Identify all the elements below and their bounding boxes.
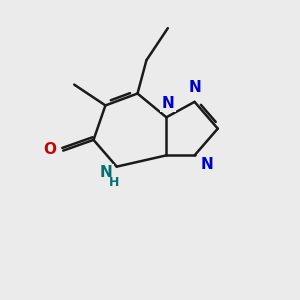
Text: N: N (161, 96, 174, 111)
Text: H: H (109, 176, 119, 189)
Text: N: N (100, 165, 112, 180)
Text: N: N (200, 157, 213, 172)
Text: O: O (44, 142, 57, 157)
Text: N: N (188, 80, 201, 95)
